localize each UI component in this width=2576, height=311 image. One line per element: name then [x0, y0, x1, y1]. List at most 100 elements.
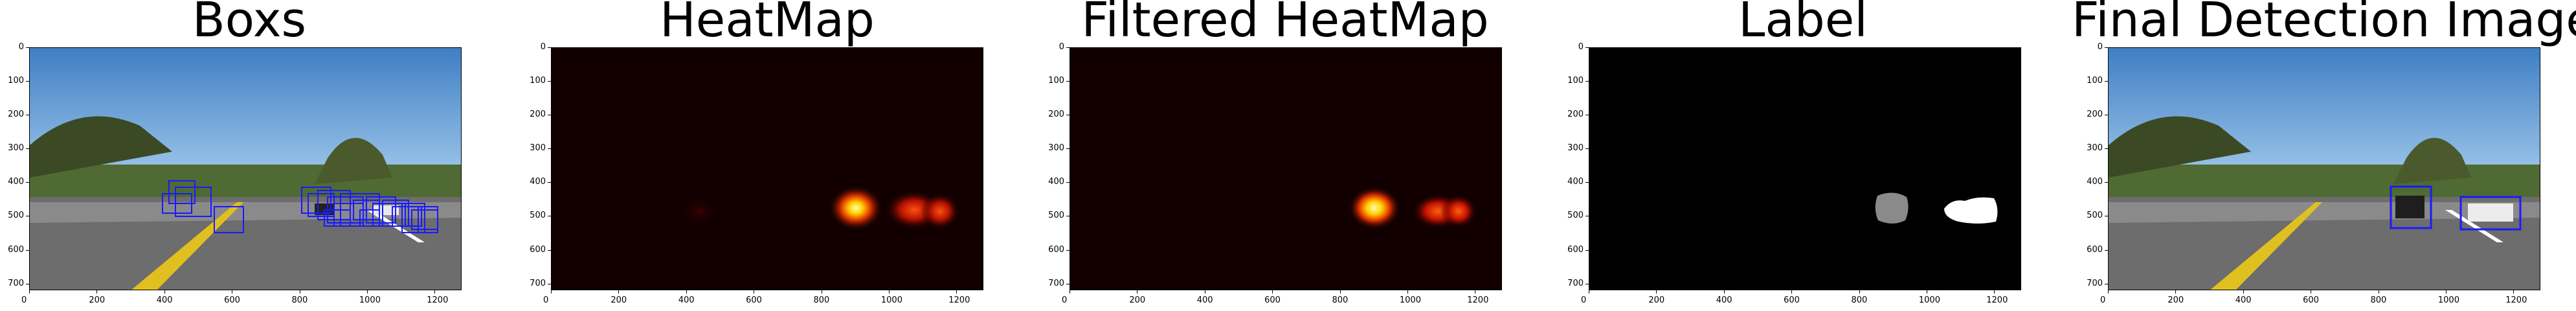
- y-tick-label: 700: [530, 278, 546, 288]
- x-tick-mark: [888, 290, 890, 294]
- x-tick-label: 200: [610, 295, 627, 305]
- y-tick-label: 100: [2087, 76, 2103, 86]
- y-tick-label: 0: [540, 42, 546, 52]
- x-tick-label: 400: [156, 295, 173, 305]
- y-tick-label: 500: [1048, 211, 1064, 221]
- y-tick-label: 300: [1567, 143, 1584, 154]
- y-tick-mark: [26, 249, 29, 251]
- x-tick-label: 800: [1851, 295, 1868, 305]
- y-tick-label: 600: [1567, 244, 1584, 255]
- y-tick-label: 0: [18, 42, 24, 52]
- y-tick-label: 700: [8, 278, 24, 288]
- x-tick-mark: [1339, 290, 1341, 294]
- road-image-with-boxes: [29, 47, 462, 290]
- y-tick-label: 100: [8, 76, 24, 86]
- x-tick-label: 800: [1332, 295, 1349, 305]
- x-tick-label: 800: [813, 295, 830, 305]
- x-tick-label: 200: [1648, 295, 1665, 305]
- x-tick-mark: [366, 290, 368, 294]
- panel-final-detection: Final Detection Image: [2072, 0, 2576, 311]
- y-tick-mark: [2105, 81, 2108, 82]
- panel-label: Label 0 100 200 300 400 500 600 700 0 200 400 600 80…: [1554, 0, 2072, 311]
- y-tick-label: 200: [1567, 109, 1584, 120]
- y-tick-label: 200: [1048, 109, 1064, 120]
- x-tick-label: 400: [2235, 295, 2252, 305]
- y-tick-mark: [2105, 249, 2108, 251]
- x-tick-label: 600: [2303, 295, 2319, 305]
- y-tick-mark: [1066, 81, 1070, 82]
- x-tick-mark: [1791, 290, 1793, 294]
- x-tick-mark: [2175, 290, 2177, 294]
- x-tick-mark: [2108, 290, 2109, 294]
- x-tick-label: 1000: [1399, 295, 1421, 305]
- y-tick-label: 0: [2097, 42, 2103, 52]
- x-tick-mark: [956, 290, 958, 294]
- y-tick-mark: [548, 47, 551, 48]
- y-tick-label: 100: [1567, 76, 1584, 86]
- y-tick-mark: [1585, 249, 1589, 251]
- x-tick-label: 1200: [1986, 295, 2008, 305]
- x-tick-label: 200: [89, 295, 106, 305]
- x-tick-label: 1200: [2505, 295, 2527, 305]
- x-tick-label: 0: [21, 295, 27, 305]
- y-tick-mark: [2105, 47, 2108, 48]
- x-tick-label: 1000: [880, 295, 902, 305]
- panel-title: Filtered HeatMap: [1081, 0, 1489, 48]
- y-tick-label: 200: [2087, 109, 2103, 120]
- x-tick-label: 400: [1716, 295, 1732, 305]
- y-tick-label: 200: [8, 109, 24, 120]
- y-tick-label: 0: [1578, 42, 1584, 52]
- panel-title: HeatMap: [660, 0, 875, 48]
- y-tick-mark: [2105, 148, 2108, 150]
- x-tick-label: 600: [746, 295, 762, 305]
- x-tick-label: 1200: [948, 295, 970, 305]
- y-tick-label: 400: [1048, 177, 1064, 187]
- x-tick-mark: [1656, 290, 1657, 294]
- x-tick-mark: [1859, 290, 1860, 294]
- y-tick-mark: [26, 182, 29, 183]
- y-tick-label: 400: [2087, 177, 2103, 187]
- y-tick-mark: [1066, 47, 1070, 48]
- filtered-heatmap-image: [1070, 47, 1502, 290]
- y-tick-mark: [1066, 182, 1070, 183]
- y-tick-mark: [2105, 182, 2108, 183]
- y-tick-label: 600: [1048, 244, 1064, 255]
- y-tick-label: 700: [1567, 278, 1584, 288]
- y-tick-mark: [26, 47, 29, 48]
- y-tick-mark: [548, 148, 551, 150]
- x-tick-label: 1000: [1918, 295, 1940, 305]
- y-tick-mark: [26, 81, 29, 82]
- y-tick-mark: [1066, 249, 1070, 251]
- x-tick-label: 1200: [427, 295, 449, 305]
- x-tick-label: 1200: [1467, 295, 1489, 305]
- y-tick-label: 500: [2087, 211, 2103, 221]
- x-tick-label: 0: [1062, 295, 1068, 305]
- y-tick-label: 500: [1567, 211, 1584, 221]
- x-tick-label: 0: [543, 295, 549, 305]
- panel-filtered-heatmap: Filtered HeatMap 0 100 200 300 400 500: [1036, 0, 1554, 311]
- panel-heatmap: HeatMap: [518, 0, 1036, 311]
- final-detection-image: [2108, 47, 2540, 290]
- x-tick-label: 600: [1264, 295, 1281, 305]
- y-tick-label: 300: [2087, 143, 2103, 154]
- x-tick-mark: [434, 290, 436, 294]
- x-tick-mark: [1994, 290, 1995, 294]
- y-tick-label: 700: [1048, 278, 1064, 288]
- x-tick-mark: [1723, 290, 1725, 294]
- y-tick-label: 300: [1048, 143, 1064, 154]
- y-tick-label: 400: [530, 177, 546, 187]
- x-tick-mark: [164, 290, 165, 294]
- y-tick-mark: [1585, 47, 1589, 48]
- panel-title: Label: [1738, 0, 1868, 48]
- y-tick-mark: [1066, 148, 1070, 150]
- x-tick-mark: [551, 290, 552, 294]
- x-tick-label: 200: [2167, 295, 2184, 305]
- y-tick-label: 500: [8, 211, 24, 221]
- y-tick-label: 300: [530, 143, 546, 154]
- y-tick-label: 300: [8, 143, 24, 154]
- x-tick-label: 800: [2370, 295, 2387, 305]
- y-tick-mark: [1585, 81, 1589, 82]
- x-tick-mark: [96, 290, 98, 294]
- y-tick-label: 700: [2087, 278, 2103, 288]
- y-tick-mark: [1585, 182, 1589, 183]
